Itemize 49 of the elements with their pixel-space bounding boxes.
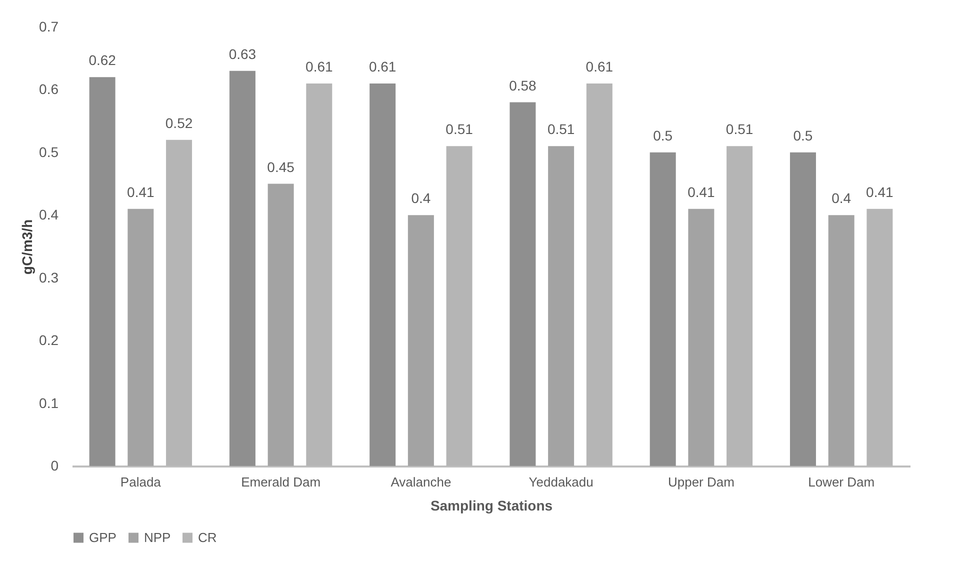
x-tick-label: Avalanche [390, 474, 452, 490]
x-tick-label: Upper Dam [668, 474, 734, 490]
y-tick-label: 0.7 [39, 18, 59, 34]
bar [89, 77, 116, 466]
x-tick-label: Lower Dam [808, 474, 875, 490]
bar [828, 215, 854, 466]
data-label: 0.5 [793, 127, 813, 144]
x-tick-label: Emerald Dam [241, 474, 321, 490]
data-label: 0.4 [832, 190, 852, 206]
bar [790, 152, 816, 466]
data-label: 0.52 [165, 114, 193, 131]
data-label: 0.62 [88, 52, 116, 68]
bar [548, 146, 574, 466]
data-label: 0.61 [368, 58, 396, 74]
data-label: 0.51 [547, 121, 575, 138]
bar [229, 70, 256, 466]
bar [408, 215, 434, 466]
data-label: 0.58 [509, 77, 537, 94]
y-tick-label: 0.4 [39, 206, 59, 223]
x-axis-title: Sampling Stations [430, 498, 553, 514]
data-label: 0.41 [127, 184, 154, 200]
data-label: 0.51 [446, 121, 474, 138]
y-tick-label: 0.5 [39, 144, 59, 160]
bar [510, 102, 536, 466]
bar [688, 208, 714, 466]
y-axis-title: gC/m3/h [19, 219, 36, 275]
y-tick-label: 0.2 [39, 332, 59, 348]
data-label: 0.51 [726, 121, 754, 138]
legend-label: NPP [144, 530, 171, 545]
x-tick-label: Palada [120, 474, 162, 490]
legend-label: CR [198, 530, 217, 545]
bar [128, 208, 154, 466]
bar [370, 83, 396, 466]
legend-label: GPP [89, 530, 116, 545]
data-label: 0.41 [866, 184, 894, 200]
data-label: 0.63 [228, 46, 256, 62]
bar [268, 184, 294, 466]
y-tick-label: 0.1 [39, 394, 59, 411]
y-tick-label: 0.3 [39, 269, 59, 286]
y-tick-label: 0.6 [39, 81, 59, 98]
data-label: 0.45 [267, 158, 295, 175]
data-label: 0.41 [688, 184, 716, 200]
x-tick-label: Yeddakadu [528, 474, 594, 490]
data-label: 0.61 [306, 58, 333, 74]
data-label: 0.5 [653, 127, 673, 144]
data-label: 0.4 [411, 190, 431, 206]
bar [650, 152, 676, 466]
y-tick-label: 0 [50, 458, 59, 474]
data-label: 0.61 [586, 58, 614, 74]
